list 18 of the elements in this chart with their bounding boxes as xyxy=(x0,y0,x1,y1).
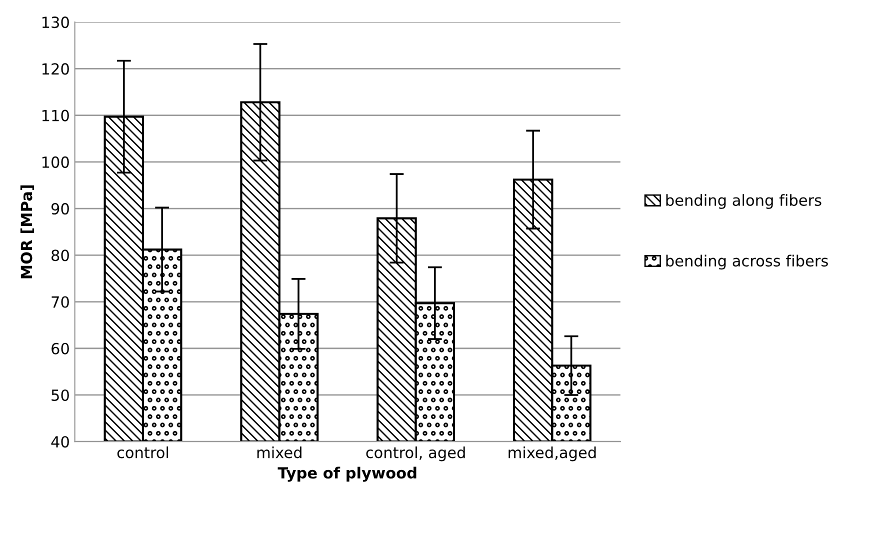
y-tick-label: 100 xyxy=(42,156,69,168)
y-tick-label: 60 xyxy=(52,342,69,354)
x-tick-label: control, aged xyxy=(366,446,465,462)
y-tick-label: 130 xyxy=(42,16,69,28)
x-tick-label: mixed xyxy=(257,446,302,458)
y-axis-title: MOR [MPa] xyxy=(20,185,34,278)
y-tick-label: 50 xyxy=(52,389,69,402)
x-tick-label: mixed,aged xyxy=(508,446,596,462)
y-tick-label: 90 xyxy=(51,203,69,215)
y-tick-label: 120 xyxy=(42,63,69,75)
x-tick-label: control xyxy=(117,446,168,458)
y-tick-label: 110 xyxy=(42,110,69,122)
legend-label: bending across fibers xyxy=(666,254,828,270)
x-axis-title: Type of plywood xyxy=(278,466,416,482)
y-tick-label: 80 xyxy=(52,250,69,262)
y-tick-label: 70 xyxy=(52,296,69,308)
y-tick-label: 40 xyxy=(51,436,69,448)
legend-label: bending along fibers xyxy=(666,194,822,209)
